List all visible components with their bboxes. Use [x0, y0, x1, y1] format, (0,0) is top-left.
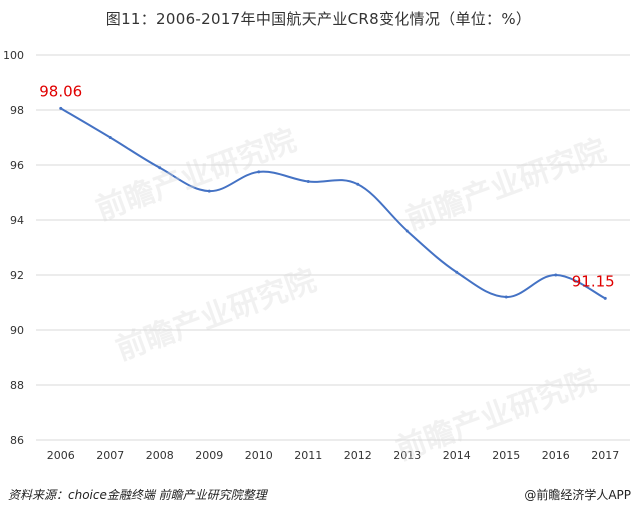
data-point	[108, 136, 112, 139]
brand-label: @前瞻经济学人APP	[524, 488, 631, 502]
data-point	[603, 296, 607, 300]
data-point	[59, 106, 63, 110]
x-tick-label: 2006	[47, 449, 75, 462]
data-point	[257, 170, 261, 174]
x-tick-label: 2016	[542, 449, 570, 462]
y-tick-label: 94	[10, 214, 24, 227]
data-point	[504, 295, 508, 299]
y-tick-label: 96	[10, 159, 24, 172]
x-tick-label: 2007	[96, 449, 124, 462]
data-point	[306, 180, 310, 183]
x-tick-label: 2012	[344, 449, 372, 462]
y-tick-label: 86	[10, 434, 24, 447]
x-tick-label: 2014	[443, 449, 471, 462]
x-tick-label: 2015	[492, 449, 520, 462]
y-tick-label: 100	[3, 49, 24, 62]
data-point	[207, 189, 211, 193]
series-line	[60, 107, 606, 300]
data-point	[554, 273, 558, 277]
y-tick-label: 90	[10, 324, 24, 337]
data-label: 91.15	[572, 272, 615, 290]
x-tick-label: 2011	[294, 449, 322, 462]
y-tick-label: 98	[10, 104, 24, 117]
data-point	[405, 229, 409, 233]
source-note: 资料来源：choice金融终端 前瞻产业研究院整理	[8, 488, 267, 502]
x-tick-label: 2008	[146, 449, 174, 462]
y-tick-label: 88	[10, 379, 24, 392]
data-label: 98.06	[39, 82, 82, 100]
x-tick-label: 2017	[591, 449, 619, 462]
data-point	[158, 166, 162, 170]
data-point	[356, 182, 360, 186]
x-tick-label: 2013	[393, 449, 421, 462]
x-tick-label: 2009	[195, 449, 223, 462]
chart-title: 图11：2006-2017年中国航天产业CR8变化情况（单位：%）	[105, 10, 532, 28]
data-point	[455, 270, 459, 274]
y-tick-label: 92	[10, 269, 24, 282]
x-tick-label: 2010	[245, 449, 273, 462]
